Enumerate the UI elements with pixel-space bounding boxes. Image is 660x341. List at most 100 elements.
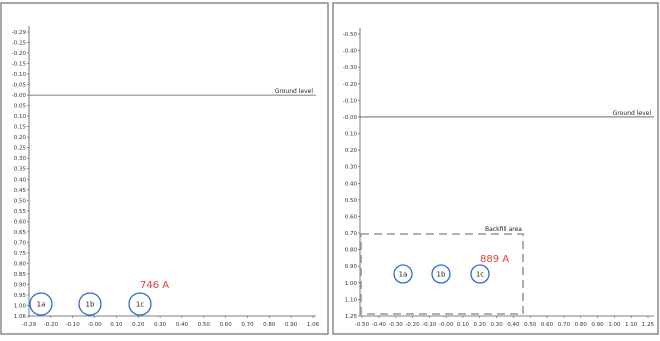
y-tick-label: 0.05	[14, 104, 27, 110]
y-tick-label: -0.05	[12, 83, 27, 89]
x-tick-label: 0.50	[524, 322, 537, 328]
y-tick-label: 0.70	[345, 231, 358, 237]
x-tick-label: 0.10	[457, 322, 470, 328]
x-tick-label: 0.80	[263, 322, 276, 328]
y-tick-label: 0.75	[14, 251, 27, 257]
x-tick-label: -0.20	[405, 322, 420, 328]
y-tick-label: 1.00	[345, 281, 358, 287]
x-tick-label: -0.10	[422, 322, 437, 328]
x-tick-label: 0.30	[154, 322, 167, 328]
y-tick-label: -0.10	[12, 72, 27, 78]
left-ground-level-label: Ground level	[275, 88, 314, 95]
x-tick-label: 0.10	[110, 322, 123, 328]
y-tick-label: 0.95	[14, 293, 27, 299]
cable-label: 1b	[437, 271, 446, 279]
cable-circle	[470, 264, 490, 284]
y-tick-label: 0.60	[345, 214, 358, 220]
right-y-ticks: -0.50 -0.40 -0.30 -0.20 -0.10 -0.00 0.10 0.20 0.…	[343, 32, 360, 320]
right-panel: -0.50-0.40-0.30-0.20-0.10-0.000.100.200.…	[343, 28, 655, 328]
y-tick-label: 1.25	[345, 314, 358, 320]
x-tick-label: -0.40	[372, 322, 387, 328]
y-tick-label: 0.80	[14, 261, 27, 267]
x-tick-label: 0.70	[241, 322, 254, 328]
y-tick-label: -0.40	[343, 49, 358, 55]
y-tick-label: 0.50	[14, 198, 27, 204]
y-tick-label: 0.85	[14, 272, 27, 278]
x-tick-label: 0.70	[558, 322, 571, 328]
x-tick-label: 0.60	[219, 322, 232, 328]
x-tick-label: 0.60	[541, 322, 554, 328]
left-current-label: 746 A	[140, 280, 169, 291]
y-tick-label: 0.80	[345, 248, 358, 254]
y-tick-label: 1.06	[14, 314, 27, 320]
y-tick-label: 0.35	[14, 167, 27, 173]
y-tick-label: 0.90	[345, 264, 358, 270]
y-tick-label: 1.10	[345, 297, 358, 303]
right-panel-frame	[332, 2, 659, 335]
y-tick-label: -0.20	[12, 51, 27, 57]
y-tick-label: 0.40	[14, 177, 27, 183]
x-tick-label: -0.20	[44, 322, 59, 328]
x-tick-label: 1.10	[625, 322, 638, 328]
cable-label: 1c	[476, 271, 484, 279]
x-tick-label: 0.40	[507, 322, 520, 328]
right-ground-level-label: Ground level	[613, 110, 652, 117]
right-x-ticks: -0.50 -0.40 -0.30 -0.20 -0.10 -0.00 0.10 0.20 0.…	[355, 316, 655, 328]
left-y-ticks: -0.29 -0.25 -0.20 -0.15 -0.10 -0.05 -0.00 0.05 0…	[12, 30, 29, 320]
x-tick-label: -0.00	[439, 322, 454, 328]
x-tick-label: -0.00	[87, 322, 102, 328]
right-current-label: 889 A	[480, 254, 509, 265]
cable-circle	[78, 292, 102, 316]
y-tick-label: 0.50	[345, 198, 358, 204]
left-panel-frame	[0, 2, 329, 335]
y-tick-label: -0.20	[343, 82, 358, 88]
x-tick-label: -0.50	[355, 322, 370, 328]
left-cables: 1a 1b 1c	[29, 292, 152, 316]
x-tick-label: -0.30	[389, 322, 404, 328]
backfill-area-box	[360, 233, 524, 315]
y-tick-label: -0.25	[12, 41, 27, 47]
cable-circle	[29, 292, 53, 316]
y-tick-label: 0.60	[14, 219, 27, 225]
cable-label: 1a	[399, 271, 408, 279]
y-tick-label: 0.55	[14, 209, 27, 215]
x-tick-label: 0.90	[591, 322, 604, 328]
right-cables: 1a 1b 1c	[393, 264, 490, 284]
cable-label: 1c	[136, 301, 144, 309]
cable-circle	[393, 264, 413, 284]
x-tick-label: 1.25	[642, 322, 655, 328]
cable-label: 1a	[37, 301, 46, 309]
y-tick-label: -0.00	[12, 93, 27, 99]
cable-circle	[431, 264, 451, 284]
x-tick-label: 0.30	[490, 322, 503, 328]
x-tick-label: 0.80	[575, 322, 588, 328]
x-tick-label: 1.06	[307, 322, 320, 328]
y-tick-label: 0.20	[14, 135, 27, 141]
y-tick-label: -0.10	[343, 98, 358, 104]
y-tick-label: 0.15	[14, 125, 27, 131]
left-x-ticks: -0.29 -0.20 -0.10 -0.00 0.10 0.20 0.30 0.40 0.50…	[22, 316, 320, 328]
cable-circle	[128, 292, 152, 316]
y-tick-label: -0.29	[12, 30, 27, 36]
cable-label: 1b	[86, 301, 95, 309]
y-tick-label: -0.00	[343, 115, 358, 121]
y-tick-label: -0.50	[343, 32, 358, 38]
x-tick-label: 0.50	[198, 322, 211, 328]
y-tick-label: 1.00	[14, 303, 27, 309]
y-tick-label: 0.70	[14, 240, 27, 246]
y-tick-label: 0.10	[345, 132, 358, 138]
y-tick-label: -0.15	[12, 62, 27, 68]
y-tick-label: 0.30	[345, 165, 358, 171]
y-tick-label: 0.65	[14, 230, 27, 236]
y-tick-label: 0.10	[14, 114, 27, 120]
x-tick-label: -0.10	[66, 322, 81, 328]
x-tick-label: 0.90	[285, 322, 298, 328]
y-tick-label: 0.40	[345, 181, 358, 187]
x-tick-label: 0.20	[474, 322, 487, 328]
y-tick-label: -0.30	[343, 65, 358, 71]
x-tick-label: 0.40	[176, 322, 189, 328]
y-tick-label: 0.45	[14, 188, 27, 194]
y-tick-label: 0.20	[345, 148, 358, 154]
x-tick-label: -0.29	[22, 322, 37, 328]
